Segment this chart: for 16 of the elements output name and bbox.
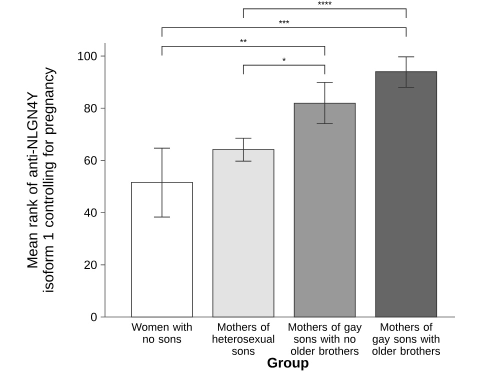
y-tick-label: 40: [84, 208, 97, 217]
y-tick-label: 0: [91, 312, 97, 322]
y-axis-title: Mean rank of anti-NLGN4Y isoform 1 controlling for pregnancy: [26, 67, 56, 292]
x-tick-label: Mothers of gay sons with older brothers: [372, 322, 440, 355]
annotation: *: [282, 58, 286, 61]
text: ***: [278, 20, 290, 24]
x-tick-label: Mothers of heterosexual sons: [212, 322, 274, 355]
x-axis-title: Group: [268, 358, 308, 370]
x-tick-label: Women with no sons: [132, 322, 192, 343]
y-tick-label: 100: [78, 52, 97, 60]
y-tick-label: 20: [84, 260, 97, 270]
y-tick-label: 80: [84, 104, 97, 112]
y-tick-label: 60: [84, 156, 97, 165]
text: ****: [318, 1, 332, 5]
x-tick-label: Mothers of gay sons with no older brothers: [288, 322, 362, 355]
text: **: [240, 38, 247, 42]
